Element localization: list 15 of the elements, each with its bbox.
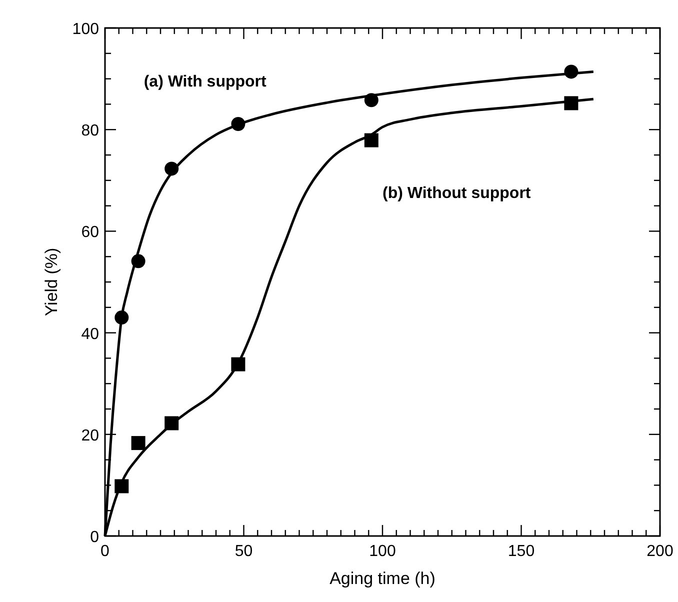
y-tick-label: 0: [90, 529, 100, 546]
x-tick-label: 50: [234, 543, 253, 560]
y-tick-label: 40: [81, 326, 100, 343]
y-tick-label: 20: [81, 427, 100, 444]
x-tick-label: 200: [646, 543, 674, 560]
x-tick-label: 150: [508, 543, 535, 560]
y-tick-label: 60: [81, 224, 100, 242]
y-tick-label: 80: [81, 122, 100, 140]
annotation: (b) Without support: [382, 185, 532, 202]
x-tick-label: 0: [100, 543, 110, 560]
annotation: (a) With support: [144, 73, 268, 90]
y-tick-label: 100: [72, 21, 100, 38]
y-axis-title: Yield (%): [42, 248, 61, 316]
x-tick-label: 100: [369, 543, 396, 560]
x-axis-title: Aging time (h): [330, 569, 436, 588]
